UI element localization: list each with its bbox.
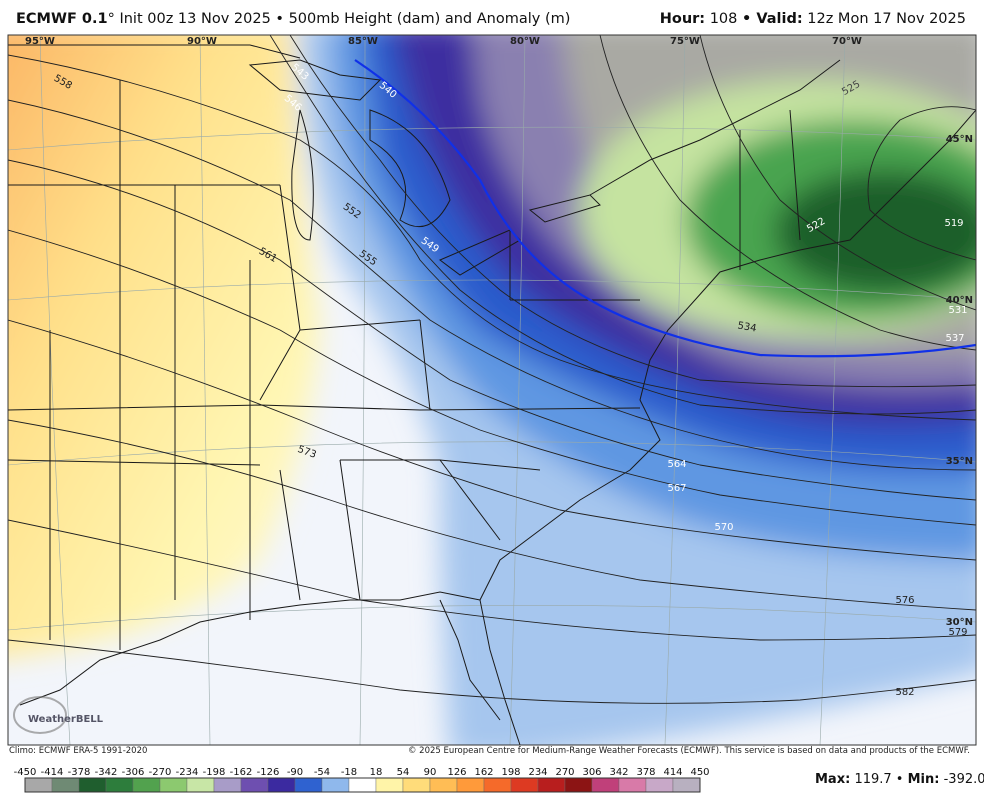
- longitude-label: 85°W: [348, 36, 378, 47]
- longitude-label: 70°W: [832, 36, 862, 47]
- colorbar-swatch: [537, 777, 566, 793]
- colorbar-tick-label: 378: [636, 767, 655, 778]
- latitude-label: 30°N: [946, 617, 973, 628]
- colorbar-swatch: [483, 777, 512, 793]
- contour-label: 519: [944, 218, 963, 229]
- colorbar-swatch: [429, 777, 458, 793]
- colorbar-tick-label: -234: [176, 767, 199, 778]
- valid-label: • Valid:: [742, 11, 803, 27]
- colorbar-swatch: [186, 777, 215, 793]
- height-contours: [8, 35, 976, 704]
- colorbar-tick-label: 162: [474, 767, 493, 778]
- colorbar-tick-label: -342: [95, 767, 118, 778]
- colorbar-swatch: [375, 777, 404, 793]
- contour-label: 537: [945, 333, 964, 344]
- colorbar-tick-label: 198: [501, 767, 520, 778]
- graticule: [8, 35, 976, 745]
- colorbar-swatch: [348, 777, 377, 793]
- colorbar-tick-label: 342: [609, 767, 628, 778]
- colorbar-tick-label: -162: [230, 767, 253, 778]
- model: ECMWF 0.1: [16, 11, 108, 27]
- contour-label: 576: [895, 595, 914, 606]
- map-area: [8, 35, 976, 745]
- colorbar-tick-label: -126: [257, 767, 280, 778]
- copyright: © 2025 European Centre for Medium-Range …: [407, 746, 970, 756]
- colorbar-tick-label: -450: [14, 767, 37, 778]
- min: -392.0: [943, 772, 984, 787]
- colorbar-swatch: [402, 777, 431, 793]
- longitude-label: 75°W: [670, 36, 700, 47]
- contour-label: 570: [714, 522, 733, 533]
- contour-label: 567: [667, 483, 686, 494]
- logo: WeatherBELL: [13, 696, 104, 734]
- colorbar-tick-label: -378: [68, 767, 91, 778]
- colorbar-swatch: [267, 777, 296, 793]
- colorbar-tick-label: -270: [149, 767, 172, 778]
- run-info: ° Init 00z 13 Nov 2025 • 500mb Height (d…: [107, 11, 571, 27]
- colorbar-swatch: [564, 777, 593, 793]
- colorbar-tick-label: -306: [122, 767, 145, 778]
- latitude-label: 45°N: [946, 134, 973, 145]
- contour-label: 582: [895, 687, 914, 698]
- colorbar-tick-label: 414: [663, 767, 682, 778]
- climo-note: Climo: ECMWF ERA-5 1991-2020: [9, 746, 148, 756]
- colorbar-swatch: [159, 777, 188, 793]
- colorbar-swatch: [618, 777, 647, 793]
- colorbar-swatch: [321, 777, 350, 793]
- contour-540: [354, 59, 976, 358]
- colorbar-swatch: [672, 777, 701, 793]
- colorbar-tick-label: -90: [287, 767, 303, 778]
- map-frame: [7, 34, 977, 746]
- colorbar-tick-label: 54: [397, 767, 410, 778]
- max: 119.7: [854, 772, 892, 787]
- colorbar-tick-label: 126: [447, 767, 466, 778]
- contour-label: 531: [948, 305, 967, 316]
- colorbar-tick-label: 270: [555, 767, 574, 778]
- colorbar-tick-label: 450: [690, 767, 709, 778]
- header-right: Hour: 108 • Valid: 12z Mon 17 Nov 2025: [660, 11, 966, 27]
- colorbar-swatch: [591, 777, 620, 793]
- colorbar-tick-label: 306: [582, 767, 601, 778]
- max-label: Max:: [815, 772, 851, 787]
- colorbar-swatch: [78, 777, 107, 793]
- colorbar-tick-label: 90: [424, 767, 437, 778]
- longitude-label: 80°W: [510, 36, 540, 47]
- latitude-label: 35°N: [946, 456, 973, 467]
- longitude-label: 90°W: [187, 36, 217, 47]
- colorbar-swatch: [213, 777, 242, 793]
- colorbar-swatch: [240, 777, 269, 793]
- stats: Max: 119.7 • Min: -392.0: [815, 772, 984, 787]
- header-left: ECMWF 0.1° Init 00z 13 Nov 2025 • 500mb …: [16, 11, 570, 27]
- colorbar-swatch: [105, 777, 134, 793]
- colorbar-tick-label: -414: [41, 767, 64, 778]
- colorbar-swatch: [645, 777, 674, 793]
- contour-label: 534: [737, 320, 758, 334]
- contour-label: 579: [948, 627, 967, 638]
- colorbar-swatch: [294, 777, 323, 793]
- contour-label: 564: [667, 459, 686, 470]
- colorbar-tick-label: -198: [203, 767, 226, 778]
- coastlines-borders: [8, 44, 976, 745]
- colorbar-frame: [24, 777, 701, 793]
- logo-text: WeatherBELL: [28, 714, 104, 725]
- colorbar-tick-label: -18: [341, 767, 357, 778]
- colorbar-tick-label: 234: [528, 767, 547, 778]
- longitude-label: 95°W: [25, 36, 55, 47]
- latitude-label: 40°N: [946, 295, 973, 306]
- hour: 108: [709, 11, 738, 27]
- anomaly-shading: [8, 35, 976, 745]
- colorbar-swatch: [132, 777, 161, 793]
- colorbar-swatch: [456, 777, 485, 793]
- valid-time: 12z Mon 17 Nov 2025: [807, 11, 966, 27]
- colorbar-tick-label: -54: [314, 767, 330, 778]
- colorbar-swatch: [24, 777, 53, 793]
- min-label: Min:: [907, 772, 940, 787]
- hour-label: Hour:: [659, 11, 706, 27]
- colorbar-tick-label: 18: [370, 767, 383, 778]
- colorbar-swatch: [510, 777, 539, 793]
- colorbar-swatch: [51, 777, 80, 793]
- separator: •: [895, 772, 904, 787]
